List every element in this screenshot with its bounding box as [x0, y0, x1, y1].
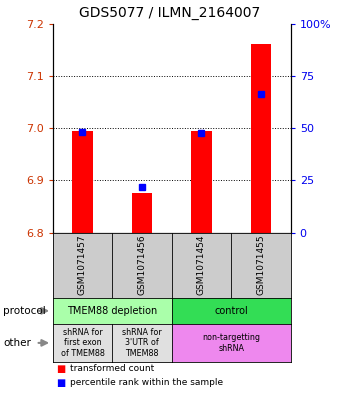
- Bar: [191, 131, 212, 233]
- Text: percentile rank within the sample: percentile rank within the sample: [70, 378, 223, 387]
- Text: transformed count: transformed count: [70, 364, 154, 373]
- Text: GSM1071456: GSM1071456: [137, 235, 147, 296]
- Text: other: other: [3, 338, 31, 348]
- Bar: [72, 131, 93, 233]
- Text: TMEM88 depletion: TMEM88 depletion: [67, 306, 157, 316]
- Text: GSM1071454: GSM1071454: [197, 235, 206, 295]
- Text: ■: ■: [56, 364, 65, 374]
- Text: protocol: protocol: [3, 306, 46, 316]
- Text: shRNA for
first exon
of TMEM88: shRNA for first exon of TMEM88: [61, 328, 104, 358]
- Text: non-targetting
shRNA: non-targetting shRNA: [202, 333, 260, 353]
- Text: GSM1071457: GSM1071457: [78, 235, 87, 296]
- Text: shRNA for
3'UTR of
TMEM88: shRNA for 3'UTR of TMEM88: [122, 328, 162, 358]
- Text: ■: ■: [56, 378, 65, 387]
- Text: control: control: [214, 306, 248, 316]
- Text: GSM1071455: GSM1071455: [256, 235, 266, 296]
- Text: GDS5077 / ILMN_2164007: GDS5077 / ILMN_2164007: [79, 6, 261, 20]
- Bar: [132, 193, 152, 233]
- Bar: [251, 44, 271, 233]
